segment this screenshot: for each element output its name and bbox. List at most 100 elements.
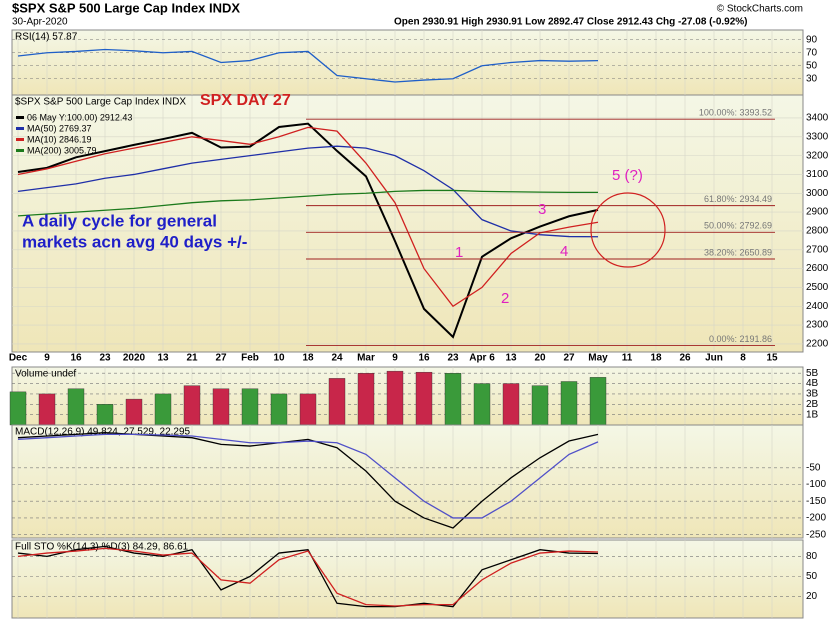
- legend-entry: MA(10) 2846.19: [27, 134, 92, 144]
- panel-bg: [11, 94, 804, 353]
- series-line: [17, 189, 598, 217]
- x-tick-label: Jun: [705, 353, 723, 364]
- y-tick-label: -200: [806, 513, 826, 524]
- y-tick-label: 5B: [806, 368, 819, 379]
- volume-bar: [67, 388, 85, 426]
- chart-title: $SPX S&P 500 Large Cap Index INDX: [12, 0, 240, 15]
- x-tick-label: 21: [186, 353, 198, 364]
- series-line: [17, 122, 599, 339]
- volume-bar: [357, 373, 375, 426]
- wave-label: 4: [560, 243, 568, 260]
- x-tick-label: 18: [302, 353, 314, 364]
- y-tick-label: 2800: [806, 226, 829, 237]
- series-line: [17, 433, 599, 519]
- y-tick-label: 20: [806, 591, 818, 602]
- x-tick-label: Apr 6: [469, 353, 495, 364]
- series-line: [17, 545, 599, 608]
- legend-swatch: [16, 116, 24, 119]
- x-tick-label: 8: [740, 353, 746, 364]
- y-tick-label: 2900: [806, 207, 829, 218]
- legend-swatch: [16, 127, 24, 130]
- volume-bar: [473, 383, 491, 426]
- quote: Open 2930.91 High 2930.91 Low 2892.47 Cl…: [394, 17, 748, 28]
- y-tick-label: 3B: [806, 389, 819, 400]
- x-tick-label: Feb: [241, 353, 259, 364]
- y-tick-label: 90: [806, 34, 818, 45]
- x-tick-label: 11: [622, 353, 633, 364]
- x-tick-label: 26: [679, 353, 691, 364]
- series-line: [17, 145, 599, 238]
- y-tick-label: -250: [806, 529, 826, 540]
- circle-annotation: [590, 192, 666, 268]
- x-tick-label: Mar: [357, 353, 375, 364]
- y-tick-label: -100: [806, 479, 826, 490]
- panels: 2200230024002500260027002800290030003100…: [9, 29, 829, 619]
- x-tick-label: 10: [273, 353, 285, 364]
- x-tick-label: May: [588, 353, 608, 364]
- y-tick-label: 2400: [806, 301, 829, 312]
- y-tick-label: 2700: [806, 244, 829, 255]
- x-tick-label: 20: [534, 353, 546, 364]
- y-tick-label: 3300: [806, 131, 829, 142]
- legend-entry: MA(200) 3005.79: [27, 145, 97, 155]
- legend-swatch: [16, 149, 24, 152]
- x-tick-label: 18: [650, 353, 662, 364]
- panel-title: Volume undef: [15, 369, 76, 380]
- y-tick-label: 3200: [806, 150, 829, 161]
- x-tick-label: 9: [392, 353, 398, 364]
- series-line: [17, 48, 599, 83]
- volume-bar: [502, 383, 520, 426]
- panel-title: MACD(12,26,9) 49.824, 27.529, 22.295: [15, 427, 191, 438]
- y-tick-label: 4B: [806, 378, 819, 389]
- x-tick-label: 9: [44, 353, 50, 364]
- wave-label: 1: [455, 244, 463, 261]
- wave-label: 2: [501, 290, 509, 307]
- x-tick-label: 15: [766, 353, 778, 364]
- volume-bar: [386, 370, 404, 426]
- y-tick-label: 2200: [806, 339, 829, 350]
- volume-bar: [38, 393, 56, 426]
- legend-entry: 06 May Y:100.00) 2912.43: [27, 112, 132, 122]
- annotation: SPX DAY 27: [200, 92, 291, 109]
- volume-bar: [270, 393, 288, 426]
- panel-title: $SPX S&P 500 Large Cap Index INDX: [15, 97, 186, 108]
- y-tick-label: 80: [806, 551, 818, 562]
- y-tick-label: 70: [806, 47, 818, 58]
- y-tick-label: 3400: [806, 113, 829, 124]
- volume-bar: [589, 377, 607, 426]
- panel-bg: [11, 424, 804, 539]
- legend-entry: MA(50) 2769.37: [27, 123, 92, 133]
- volume-bar: [531, 385, 549, 426]
- y-tick-label: 3000: [806, 188, 829, 199]
- volume-bar: [9, 391, 27, 426]
- x-tick-label: 27: [563, 353, 575, 364]
- y-tick-label: 2300: [806, 320, 829, 331]
- x-tick-label: 2020: [123, 353, 146, 364]
- fib-label: 38.20%: 2650.89: [704, 247, 772, 257]
- annotation: markets acn avg 40 days +/-: [22, 232, 247, 251]
- volume-bar: [96, 404, 114, 426]
- x-tick-label: 27: [215, 353, 227, 364]
- series-line: [17, 126, 599, 308]
- panel-title: RSI(14) 57.87: [15, 32, 78, 43]
- volume-bar: [154, 393, 172, 426]
- x-tick-label: 16: [418, 353, 430, 364]
- volume-bar: [444, 373, 462, 426]
- y-tick-label: 50: [806, 60, 818, 71]
- x-tick-label: 13: [505, 353, 517, 364]
- volume-bar: [183, 385, 201, 426]
- date: 30-Apr-2020: [12, 17, 68, 28]
- x-tick-label: 23: [447, 353, 459, 364]
- y-tick-label: 3100: [806, 169, 829, 180]
- series-line: [17, 432, 599, 529]
- x-tick-label: 23: [99, 353, 111, 364]
- panel-bg: [11, 29, 804, 96]
- source: © StockCharts.com: [717, 4, 803, 15]
- annotation: A daily cycle for general: [22, 211, 217, 230]
- volume-bar: [125, 398, 143, 426]
- wave-label: 3: [538, 201, 546, 218]
- legend-swatch: [16, 138, 24, 141]
- y-tick-label: 50: [806, 571, 818, 582]
- panel-bg: [11, 366, 804, 426]
